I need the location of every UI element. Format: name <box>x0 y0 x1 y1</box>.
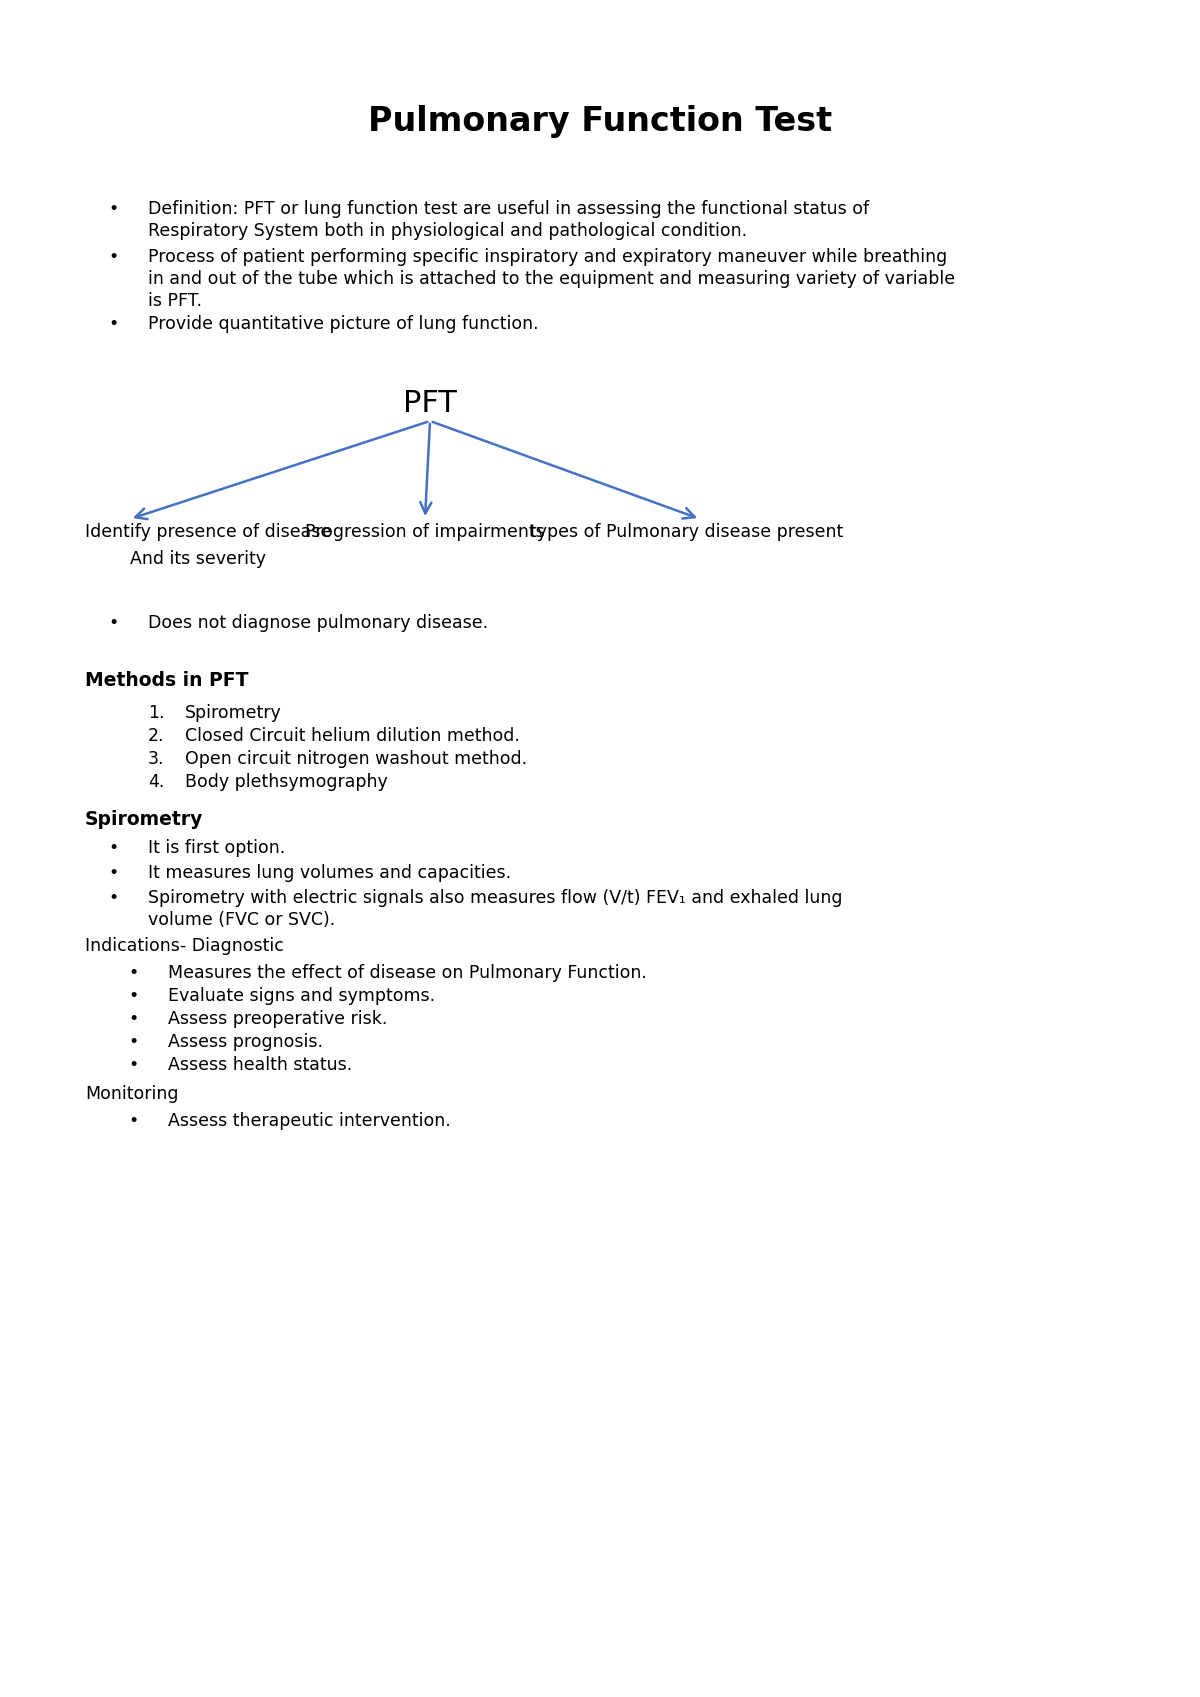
Text: Closed Circuit helium dilution method.: Closed Circuit helium dilution method. <box>185 726 520 745</box>
Text: •: • <box>108 316 119 333</box>
Text: PFT: PFT <box>403 389 457 417</box>
Text: •: • <box>108 864 119 882</box>
Text: Body plethsymography: Body plethsymography <box>185 774 388 791</box>
Text: Assess prognosis.: Assess prognosis. <box>168 1033 323 1050</box>
Text: Monitoring: Monitoring <box>85 1084 179 1103</box>
Text: •: • <box>108 838 119 857</box>
Text: •: • <box>108 200 119 217</box>
Text: Spirometry with electric signals also measures flow (V/t) FEV₁ and exhaled lung
: Spirometry with electric signals also me… <box>148 889 842 930</box>
Text: 4.: 4. <box>148 774 164 791</box>
Text: Provide quantitative picture of lung function.: Provide quantitative picture of lung fun… <box>148 316 539 333</box>
Text: Assess therapeutic intervention.: Assess therapeutic intervention. <box>168 1112 451 1130</box>
Text: Pulmonary Function Test: Pulmonary Function Test <box>368 105 832 137</box>
Text: Measures the effect of disease on Pulmonary Function.: Measures the effect of disease on Pulmon… <box>168 964 647 983</box>
Text: •: • <box>128 1033 138 1050</box>
Text: 3.: 3. <box>148 750 164 769</box>
Text: types of Pulmonary disease present: types of Pulmonary disease present <box>530 523 844 541</box>
Text: Spirometry: Spirometry <box>185 704 282 721</box>
Text: •: • <box>128 1112 138 1130</box>
Text: Methods in PFT: Methods in PFT <box>85 670 248 691</box>
Text: •: • <box>128 988 138 1005</box>
Text: Definition: PFT or lung function test are useful in assessing the functional sta: Definition: PFT or lung function test ar… <box>148 200 869 241</box>
Text: Open circuit nitrogen washout method.: Open circuit nitrogen washout method. <box>185 750 527 769</box>
Text: Identify presence of disease: Identify presence of disease <box>85 523 331 541</box>
Text: Assess health status.: Assess health status. <box>168 1056 353 1074</box>
Text: Assess preoperative risk.: Assess preoperative risk. <box>168 1010 388 1028</box>
Text: Indications- Diagnostic: Indications- Diagnostic <box>85 937 284 955</box>
Text: 2.: 2. <box>148 726 164 745</box>
Text: It measures lung volumes and capacities.: It measures lung volumes and capacities. <box>148 864 511 882</box>
Text: •: • <box>128 964 138 983</box>
Text: 1.: 1. <box>148 704 164 721</box>
Text: Does not diagnose pulmonary disease.: Does not diagnose pulmonary disease. <box>148 614 488 631</box>
Text: It is first option.: It is first option. <box>148 838 286 857</box>
Text: •: • <box>128 1056 138 1074</box>
Text: •: • <box>108 614 119 631</box>
Text: •: • <box>108 248 119 266</box>
Text: •: • <box>108 889 119 906</box>
Text: Progression of impairments: Progression of impairments <box>305 523 545 541</box>
Text: Spirometry: Spirometry <box>85 809 203 830</box>
Text: •: • <box>128 1010 138 1028</box>
Text: And its severity: And its severity <box>130 550 266 568</box>
Text: Process of patient performing specific inspiratory and expiratory maneuver while: Process of patient performing specific i… <box>148 248 955 311</box>
Text: Evaluate signs and symptoms.: Evaluate signs and symptoms. <box>168 988 436 1005</box>
